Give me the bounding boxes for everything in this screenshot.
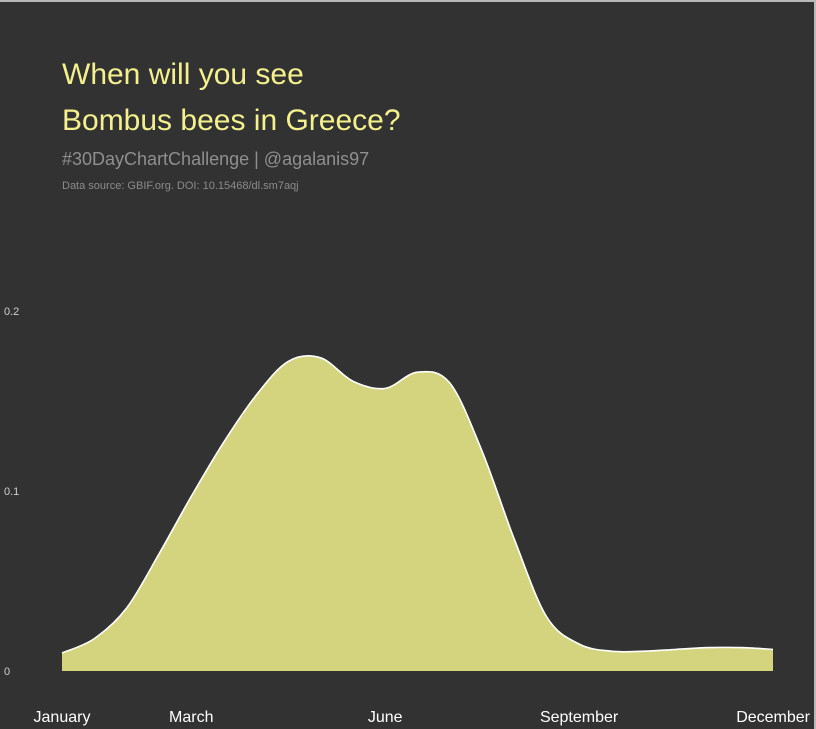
y-tick-label: 0.1 [4, 486, 19, 498]
x-tick-label: January [34, 709, 91, 726]
data-source-caption: Data source: GBIF.org. DOI: 10.15468/dl.… [62, 180, 299, 192]
x-tick-label: March [169, 709, 213, 726]
chart-title-line-2: Bombus bees in Greece? [62, 104, 401, 137]
x-tick-label: June [368, 709, 403, 726]
chart-title: When will you see Bombus bees in Greece? [62, 52, 562, 144]
x-tick-label: September [540, 709, 619, 726]
chart-subtitle: #30DayChartChallenge | @agalanis97 [62, 149, 370, 169]
density-outline [61, 355, 774, 654]
chart-title-line-1: When will you see [62, 58, 304, 91]
y-tick-label: 0 [4, 666, 10, 678]
x-axis-ticks: January March June September December [34, 709, 811, 726]
y-axis-ticks: 0 0.1 0.2 [4, 306, 19, 678]
density-area [62, 355, 773, 671]
y-tick-label: 0.2 [4, 306, 19, 318]
x-tick-label: December [736, 709, 810, 726]
density-area-layer [61, 355, 774, 671]
